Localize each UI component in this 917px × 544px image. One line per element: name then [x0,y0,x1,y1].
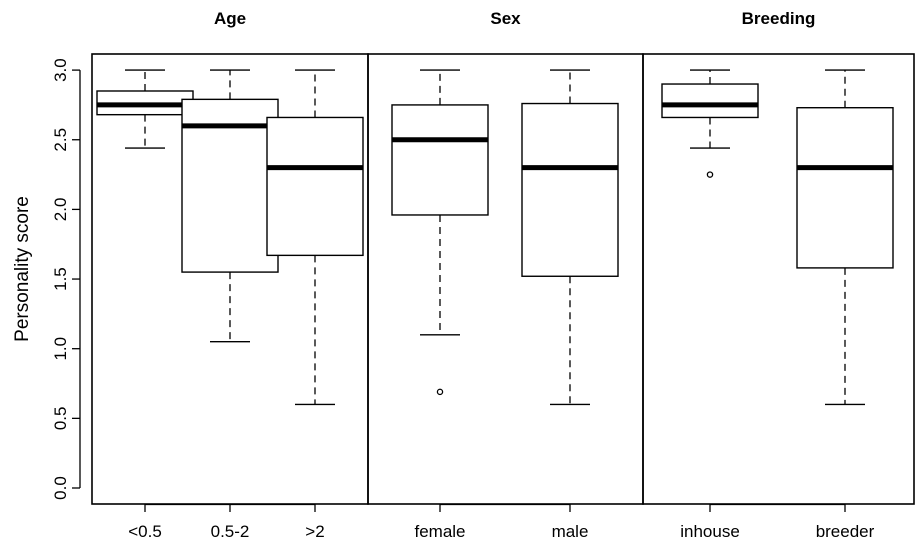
outlier-point [436,388,444,396]
x-tick-label: 0.5-2 [211,522,250,541]
x-tick-label: >2 [305,522,324,541]
panel-title: Breeding [742,9,816,28]
y-tick-label: 2.0 [51,198,70,222]
panel-title: Age [214,9,246,28]
y-tick-label: 0.0 [51,476,70,500]
x-tick-label: <0.5 [128,522,162,541]
y-tick-label: 0.5 [51,407,70,431]
x-tick-label: breeder [816,522,875,541]
y-tick-label: 1.5 [51,267,70,291]
y-tick-label: 2.5 [51,128,70,152]
box-iqr [521,102,619,277]
panel-title: Sex [490,9,521,28]
x-tick-label: female [414,522,465,541]
box-iqr [266,116,364,257]
x-tick-label: inhouse [680,522,740,541]
box-iqr [391,104,489,216]
y-axis-title: Personality score [12,196,33,342]
outlier-point [706,171,714,178]
x-tick-label: male [552,522,589,541]
y-tick-label: 1.0 [51,337,70,361]
y-tick-label: 3.0 [51,58,70,82]
box-iqr [796,107,894,269]
box-iqr [661,83,759,119]
